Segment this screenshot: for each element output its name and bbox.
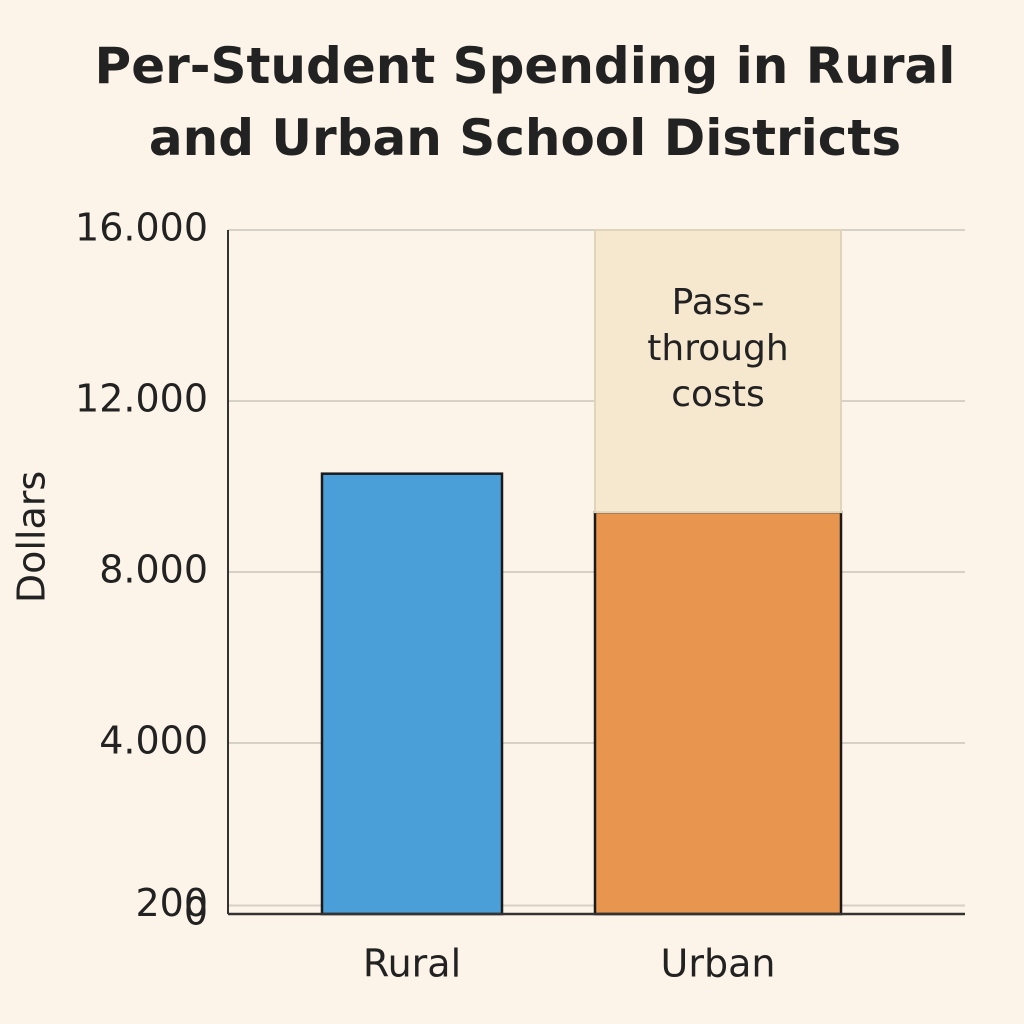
y-tick-label: 200 bbox=[135, 881, 208, 925]
bar-segment bbox=[594, 229, 842, 514]
bar-segment bbox=[593, 510, 843, 916]
y-tick-label: 12.000 bbox=[75, 377, 208, 421]
y-tick-label: 8.000 bbox=[99, 548, 208, 592]
y-tick-label: 4.000 bbox=[99, 719, 208, 763]
chart-title: Per-Student Spending in Rural and Urban … bbox=[94, 37, 956, 167]
bar-segment bbox=[320, 472, 504, 916]
y-tick-label: 16.000 bbox=[75, 206, 208, 250]
x-tick-label: Rural bbox=[363, 942, 461, 986]
y-axis-label: Dollars bbox=[10, 471, 54, 603]
x-tick-label: Urban bbox=[661, 942, 776, 986]
segment-label: Pass-through costs bbox=[647, 282, 789, 415]
y-tick-label: 0 bbox=[184, 890, 208, 934]
